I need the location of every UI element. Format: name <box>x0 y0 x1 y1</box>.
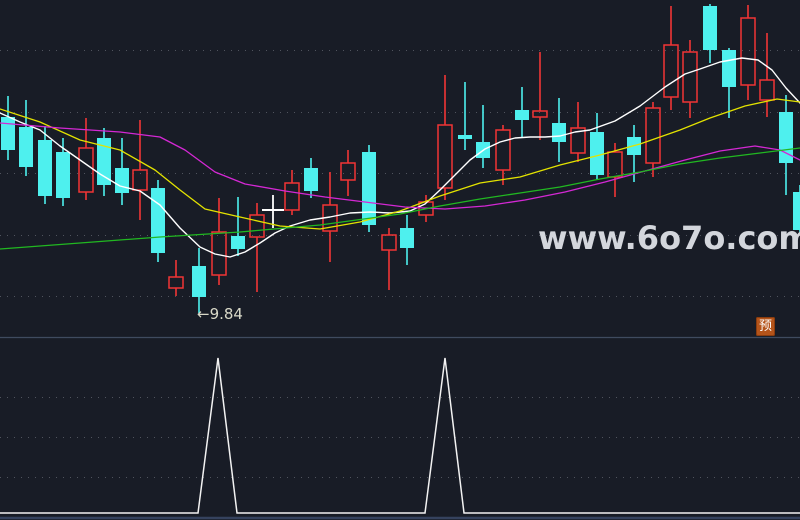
candle-body-down <box>722 50 736 87</box>
indicator-line-series <box>0 357 800 514</box>
candle <box>515 87 529 138</box>
candle-body-up <box>249 214 265 238</box>
ma-mid-yellow <box>0 98 800 230</box>
candle-body-up <box>607 151 623 178</box>
candle <box>19 100 33 176</box>
ma-fast-white <box>0 57 800 258</box>
indicator-line-path <box>0 357 800 514</box>
candle-body-down <box>552 123 566 142</box>
candle-body-up <box>78 147 94 193</box>
candle <box>779 95 793 195</box>
candle <box>115 138 129 205</box>
candle <box>532 52 548 140</box>
candle <box>38 126 52 204</box>
candle-body-down <box>56 152 70 198</box>
ma-long-green-path <box>0 147 800 250</box>
candle <box>381 228 397 290</box>
candle-body-up <box>495 129 511 171</box>
candle-body-up <box>284 182 300 211</box>
candle <box>476 105 490 168</box>
candle <box>1 96 15 160</box>
candle-body-down <box>115 168 129 193</box>
candle <box>231 197 245 256</box>
candle <box>759 33 775 117</box>
candle <box>262 195 284 228</box>
candle <box>151 180 165 262</box>
candle <box>97 128 111 196</box>
candle-body-down <box>231 236 245 249</box>
candle-body-down <box>192 266 206 297</box>
candle <box>495 125 511 185</box>
candle <box>663 6 679 110</box>
ma-fast-white-path <box>0 57 800 258</box>
candle <box>437 75 453 200</box>
candle-body-down <box>19 127 33 167</box>
candle-body-down <box>304 168 318 191</box>
candle <box>400 215 414 265</box>
candle-body-up <box>532 110 548 118</box>
candle <box>304 158 318 198</box>
candle-body-up <box>740 17 756 86</box>
candle <box>211 198 227 285</box>
candlestick-series <box>1 4 800 313</box>
candle-body-up <box>759 79 775 101</box>
candle <box>362 145 376 232</box>
candle <box>249 203 265 292</box>
candle <box>56 138 70 206</box>
ma-slow-magenta <box>0 122 800 210</box>
candle-body-down <box>362 152 376 225</box>
alert-badge[interactable]: 预 <box>756 317 775 336</box>
candle-body-up <box>211 231 227 276</box>
candle <box>722 48 736 118</box>
candle-body-up <box>168 276 184 289</box>
candle-body-down <box>458 135 472 139</box>
candle-body-down <box>1 117 15 150</box>
candle-body-up <box>682 51 698 103</box>
candle-body-down <box>590 132 604 175</box>
candle <box>284 170 300 215</box>
candle-body-down <box>515 110 529 120</box>
candle <box>322 172 338 262</box>
candle-body-up <box>645 107 661 164</box>
ma-mid-yellow-path <box>0 98 800 230</box>
candle <box>703 4 717 63</box>
candle <box>740 5 756 100</box>
candle-body-down <box>38 140 52 196</box>
candle-body-up <box>340 162 356 181</box>
candle <box>458 82 472 150</box>
candle-body-up <box>381 234 397 251</box>
candle <box>682 40 698 118</box>
candle-body-down <box>793 192 800 230</box>
candle <box>78 118 94 200</box>
candle-body-up <box>663 44 679 98</box>
candle <box>192 248 206 313</box>
candle-body-down <box>151 188 165 253</box>
candle <box>168 260 184 296</box>
candle <box>590 113 604 180</box>
candle-body-down <box>400 228 414 248</box>
candle-body-down <box>97 138 111 185</box>
ma-slow-magenta-path <box>0 122 800 210</box>
candle-body-up <box>437 124 453 189</box>
gridlines-indicator-panel <box>0 397 800 478</box>
candle-body-up <box>570 127 586 154</box>
candle <box>552 98 566 162</box>
candle <box>793 185 800 235</box>
candle-body-down <box>703 6 717 50</box>
candle <box>340 150 356 196</box>
ma-long-green <box>0 147 800 250</box>
candle-body-up <box>132 169 148 191</box>
